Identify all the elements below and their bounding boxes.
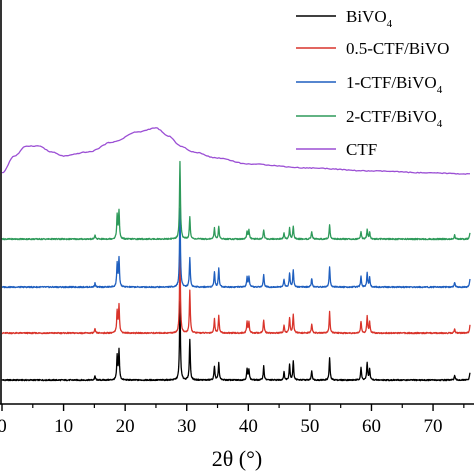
x-axis-title: 2θ (°) bbox=[212, 446, 263, 471]
plot-area bbox=[1, 127, 471, 382]
x-tick-label: 20 bbox=[116, 416, 135, 437]
x-tick-label: 60 bbox=[362, 416, 381, 437]
series-line-5 bbox=[1, 127, 471, 175]
x-tick-label: 30 bbox=[177, 416, 196, 437]
axes: 0 10 20 30 40 50 60 70 bbox=[0, 0, 474, 437]
legend-label-1: BiVO4 bbox=[346, 7, 393, 30]
legend-label-5: CTF bbox=[346, 140, 377, 159]
series-line-1 bbox=[1, 300, 471, 382]
legend-label-4: 2-CTF/BiVO4 bbox=[346, 107, 443, 130]
series-line-4 bbox=[1, 160, 471, 241]
legend-label-2: 0.5-CTF/BiVO bbox=[346, 39, 449, 58]
x-tick-label: 40 bbox=[239, 416, 258, 437]
x-tick-label: 70 bbox=[424, 416, 443, 437]
series-line-2 bbox=[1, 254, 471, 335]
series-line-3 bbox=[1, 207, 471, 289]
legend-label-3: 1-CTF/BiVO4 bbox=[346, 73, 443, 96]
x-tick-label: 0 bbox=[0, 416, 7, 437]
legend: BiVO4 0.5-CTF/BiVO 1-CTF/BiVO4 2-CTF/BiVO4 C… bbox=[296, 7, 449, 159]
x-tick-label: 10 bbox=[54, 416, 73, 437]
x-tick-label: 50 bbox=[300, 416, 319, 437]
